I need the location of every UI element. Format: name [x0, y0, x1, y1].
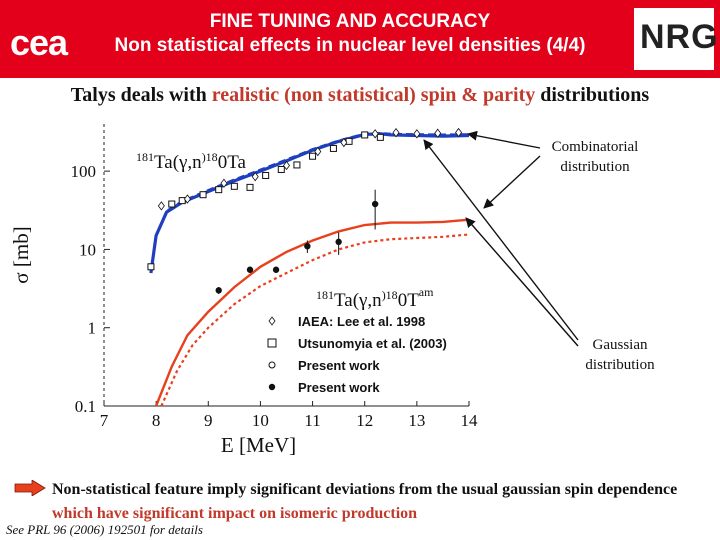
data-point-utsunomyia — [147, 263, 155, 271]
callout-gaussian-line2: distribution — [585, 357, 655, 373]
y-tick-label: 1 — [88, 319, 97, 338]
x-tick-label: 14 — [461, 411, 479, 430]
data-point-iaea — [220, 178, 228, 188]
callout-combinatorial-line2: distribution — [560, 159, 630, 175]
legend-marker-open-circle — [268, 361, 276, 369]
annotation-part: Ta(γ,n — [334, 290, 382, 311]
slide-title-line2: Non statistical effects in nuclear level… — [114, 35, 586, 56]
data-point-present-work — [215, 287, 222, 294]
bullet-arrow-icon — [14, 480, 46, 496]
data-point-utsunomyia — [329, 144, 337, 152]
arrow-gaussian-1 — [423, 139, 579, 341]
callout-combinatorial: Combinatorial distribution — [536, 137, 654, 177]
data-point-present-work — [272, 266, 280, 273]
data-point-present-work — [304, 242, 311, 250]
subtitle-part2: distributions — [535, 84, 650, 106]
callout-gaussian-line1: Gaussian — [592, 337, 648, 353]
y-axis-label: σ [mb] — [9, 226, 33, 283]
data-point-utsunomyia — [376, 133, 384, 141]
subtitle-highlight: realistic (non statistical) spin & parit… — [211, 84, 536, 106]
annotation-part: 0T — [398, 290, 420, 311]
x-tick-label: 13 — [408, 411, 425, 430]
data-point-iaea — [283, 160, 290, 171]
legend-label: Present work — [298, 358, 380, 373]
x-tick-label: 12 — [356, 411, 373, 430]
callout-combinatorial-line1: Combinatorial — [551, 139, 639, 155]
arrow-combinatorial-2 — [483, 155, 541, 209]
nrg-logo: NRG — [634, 8, 718, 70]
cea-logo-text: cea — [10, 22, 68, 63]
annotation-isomer-reaction: 181Ta(γ,n)180Tam — [316, 285, 434, 311]
data-point-utsunomyia — [293, 161, 301, 169]
data-point-utsunomyia — [345, 137, 353, 145]
series-line-isomer-combinatorial — [154, 218, 470, 407]
data-point-utsunomyia — [230, 182, 238, 190]
y-tick-label: 0.1 — [75, 397, 96, 416]
data-point-iaea — [392, 127, 400, 138]
x-tick-label: 7 — [100, 411, 109, 430]
data-point-utsunomyia — [309, 152, 317, 160]
x-tick-label: 10 — [252, 411, 269, 430]
annotation-part: 181 — [316, 288, 334, 302]
annotation-part: Ta(γ,n — [154, 152, 202, 173]
legend-label: Utsunomyia et al. (2003) — [298, 336, 447, 351]
legend-marker-diamond — [268, 316, 276, 326]
data-point-present-work — [335, 238, 342, 246]
legend-label: IAEA: Lee et al. 1998 — [298, 314, 425, 329]
data-point-utsunomyia — [168, 200, 176, 208]
bullet-text-highlight: which have significant impact on isomeri… — [52, 505, 418, 522]
data-point-present-work — [371, 200, 379, 208]
data-point-iaea — [314, 146, 322, 157]
data-point-utsunomyia — [178, 197, 186, 205]
annotation-part: am — [419, 285, 434, 299]
bullet-text-part1: Non-statistical feature imply significan… — [52, 481, 678, 498]
data-point-utsunomyia — [199, 191, 207, 199]
slide-title-line1: FINE TUNING AND ACCURACY — [209, 11, 491, 32]
legend-marker-square — [267, 338, 277, 348]
data-point-utsunomyia — [277, 165, 285, 173]
annotation-part: )18 — [202, 150, 218, 164]
legend-marker-filled-circle — [268, 383, 276, 391]
subtitle-part1: Talys deals with — [70, 84, 212, 106]
data-point-iaea — [183, 194, 191, 204]
callout-gaussian: Gaussian distribution — [566, 335, 674, 375]
slide-subtitle: Talys deals with realistic (non statisti… — [0, 84, 720, 107]
data-point-iaea — [371, 129, 379, 139]
slide-title: FINE TUNING AND ACCURACY Non statistical… — [70, 10, 630, 58]
series-line-isomer-gaussian — [160, 233, 470, 407]
data-point-utsunomyia — [262, 171, 270, 179]
footnote: See PRL 96 (2006) 192501 for details — [6, 522, 203, 537]
data-point-utsunomyia — [246, 183, 254, 191]
data-point-iaea — [251, 171, 259, 182]
slide-header: cea FINE TUNING AND ACCURACY Non statist… — [0, 0, 720, 78]
x-tick-label: 9 — [204, 411, 213, 430]
x-tick-label: 11 — [304, 411, 320, 430]
data-point-iaea — [455, 127, 463, 138]
data-point-iaea — [157, 201, 165, 211]
arrow-gaussian-2 — [465, 217, 579, 347]
data-point-present-work — [246, 266, 254, 273]
data-point-iaea — [434, 128, 442, 138]
bullet-text: Non-statistical feature imply significan… — [52, 478, 712, 526]
data-point-utsunomyia — [215, 186, 223, 194]
annotation-part: )18 — [382, 288, 398, 302]
legend-label: Present work — [298, 380, 380, 395]
series-line-total-gaussian — [149, 131, 470, 274]
x-tick-label: 8 — [152, 411, 161, 430]
y-tick-label: 100 — [71, 162, 97, 181]
annotation-total-reaction: 181Ta(γ,n)180Ta — [136, 150, 246, 173]
data-point-iaea — [340, 137, 348, 148]
y-tick-label: 10 — [79, 240, 96, 259]
annotation-part: 0Ta — [218, 152, 247, 173]
x-axis-label: E [MeV] — [221, 433, 296, 457]
data-point-utsunomyia — [361, 131, 369, 139]
arrow-combinatorial-1 — [467, 130, 541, 149]
cea-logo: cea — [8, 8, 86, 68]
data-point-iaea — [413, 129, 421, 139]
annotation-part: 181 — [136, 150, 154, 164]
nrg-logo-text: NRG — [640, 18, 719, 56]
